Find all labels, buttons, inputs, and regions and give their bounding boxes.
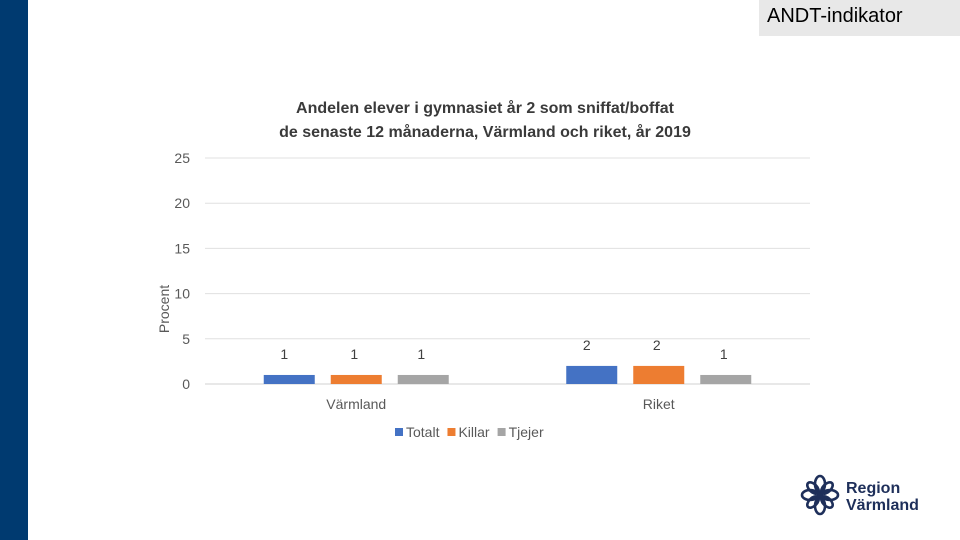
bar-tjejer-1 xyxy=(700,374,752,384)
y-tick-label: 20 xyxy=(174,195,190,211)
y-tick-label: 0 xyxy=(182,376,190,392)
x-category-label: Värmland xyxy=(326,396,386,412)
y-axis-label: Procent xyxy=(156,285,172,333)
indicator-tag: ANDT-indikator xyxy=(759,0,960,36)
logo-line-2: Värmland xyxy=(846,497,919,514)
data-label: 1 xyxy=(280,346,288,362)
legend-label: Tjejer xyxy=(509,424,544,440)
logo-line-1: Region xyxy=(846,480,901,497)
logo-text: Region Värmland xyxy=(846,480,919,514)
data-label: 1 xyxy=(720,346,728,362)
y-tick-label: 25 xyxy=(174,150,190,166)
bar-totalt-0 xyxy=(263,374,315,384)
chart-subtitle: de senaste 12 månaderna, Värmland och ri… xyxy=(279,124,691,141)
side-accent-bar xyxy=(0,0,28,540)
bar-killar-0 xyxy=(330,374,382,384)
legend-swatch-tjejer xyxy=(497,428,506,436)
star-flower-icon xyxy=(800,474,840,516)
x-category-label: Riket xyxy=(643,396,675,412)
chart-title: Andelen elever i gymnasiet år 2 som snif… xyxy=(296,100,674,117)
y-tick-label: 10 xyxy=(174,286,190,302)
legend-label: Totalt xyxy=(406,424,440,440)
y-tick-label: 15 xyxy=(174,240,190,256)
y-tick-label: 5 xyxy=(182,331,190,347)
data-label: 2 xyxy=(583,337,591,353)
legend-label: Killar xyxy=(458,424,489,440)
legend-swatch-killar xyxy=(447,428,456,436)
legend-swatch-totalt xyxy=(395,428,403,436)
bar-tjejer-0 xyxy=(397,374,449,384)
data-label: 2 xyxy=(653,337,661,353)
data-label: 1 xyxy=(350,346,358,362)
region-logo: Region Värmland xyxy=(800,474,940,520)
bar-totalt-1 xyxy=(566,365,618,384)
chart-title-block: Andelen elever i gymnasiet år 2 som snif… xyxy=(200,97,770,145)
data-label: 1 xyxy=(417,346,425,362)
bar-killar-1 xyxy=(633,365,685,384)
